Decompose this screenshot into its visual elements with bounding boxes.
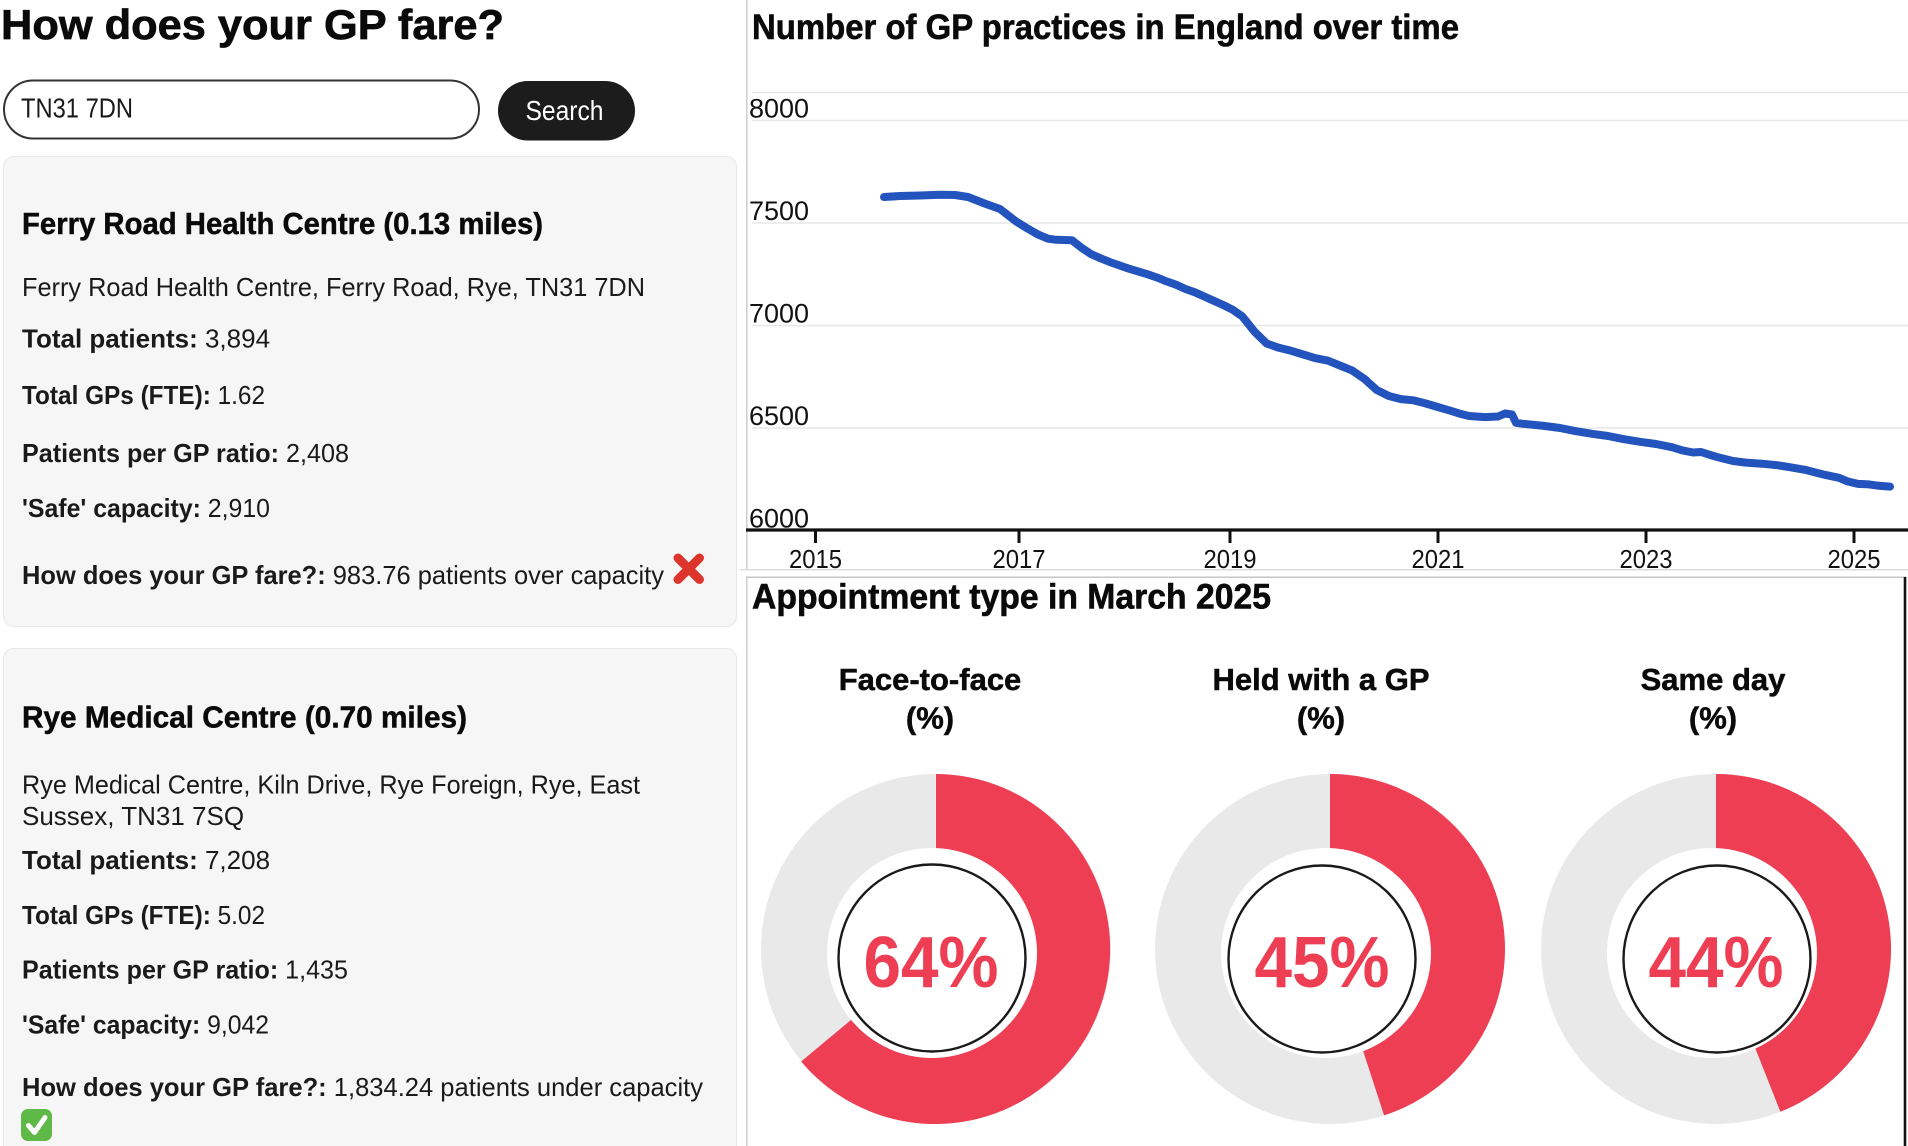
svg-text:Number of GP practices in Engl: Number of GP practices in England over t… bbox=[752, 8, 1459, 47]
svg-text:Sussex, TN31 7SQ: Sussex, TN31 7SQ bbox=[22, 801, 244, 831]
svg-text:45%: 45% bbox=[1255, 923, 1390, 1003]
svg-text:Total GPs (FTE): 1.62: Total GPs (FTE): 1.62 bbox=[22, 380, 265, 410]
svg-text:8000: 8000 bbox=[749, 94, 809, 124]
svg-text:(%): (%) bbox=[1297, 701, 1345, 736]
svg-text:2015: 2015 bbox=[789, 544, 842, 574]
svg-text:44%: 44% bbox=[1649, 923, 1784, 1003]
svg-text:How does your GP fare?: 1,834.: How does your GP fare?: 1,834.24 patient… bbox=[22, 1072, 703, 1102]
svg-text:2025: 2025 bbox=[1828, 544, 1881, 574]
svg-text:7000: 7000 bbox=[749, 299, 809, 329]
svg-text:Ferry Road Health Centre, Ferr: Ferry Road Health Centre, Ferry Road, Ry… bbox=[22, 272, 645, 302]
svg-text:(%): (%) bbox=[1689, 701, 1737, 736]
svg-text:How does your GP fare?: How does your GP fare? bbox=[1, 1, 504, 48]
svg-text:Same day: Same day bbox=[1641, 662, 1787, 697]
svg-text:How does your GP fare?: 983.76: How does your GP fare?: 983.76 patients … bbox=[22, 560, 664, 590]
svg-text:Face-to-face: Face-to-face bbox=[839, 662, 1022, 697]
svg-text:2019: 2019 bbox=[1204, 544, 1257, 574]
svg-text:(%): (%) bbox=[906, 701, 954, 736]
svg-text:6500: 6500 bbox=[749, 401, 809, 431]
svg-text:64%: 64% bbox=[864, 923, 999, 1003]
svg-text:Total patients: 7,208: Total patients: 7,208 bbox=[22, 845, 270, 875]
svg-text:Held with a GP: Held with a GP bbox=[1212, 662, 1429, 697]
svg-text:2021: 2021 bbox=[1412, 544, 1465, 574]
svg-text:Rye Medical Centre (0.70 miles: Rye Medical Centre (0.70 miles) bbox=[22, 700, 467, 735]
svg-text:2017: 2017 bbox=[993, 544, 1046, 574]
svg-text:Total GPs (FTE): 5.02: Total GPs (FTE): 5.02 bbox=[22, 900, 265, 930]
svg-text:'Safe' capacity: 9,042: 'Safe' capacity: 9,042 bbox=[22, 1010, 269, 1040]
svg-text:Rye Medical Centre, Kiln Drive: Rye Medical Centre, Kiln Drive, Rye Fore… bbox=[22, 770, 641, 800]
svg-text:TN31 7DN: TN31 7DN bbox=[21, 93, 133, 124]
svg-text:Search: Search bbox=[526, 95, 604, 126]
svg-text:Ferry Road Health Centre (0.13: Ferry Road Health Centre (0.13 miles) bbox=[22, 206, 543, 241]
svg-text:'Safe' capacity: 2,910: 'Safe' capacity: 2,910 bbox=[22, 493, 270, 523]
svg-text:Patients per GP ratio: 2,408: Patients per GP ratio: 2,408 bbox=[22, 438, 349, 468]
svg-text:7500: 7500 bbox=[749, 196, 809, 226]
svg-text:Patients per GP ratio: 1,435: Patients per GP ratio: 1,435 bbox=[22, 955, 348, 985]
svg-text:Appointment type in March 2025: Appointment type in March 2025 bbox=[752, 578, 1271, 617]
svg-text:2023: 2023 bbox=[1620, 544, 1673, 574]
svg-text:Total patients: 3,894: Total patients: 3,894 bbox=[22, 323, 270, 353]
